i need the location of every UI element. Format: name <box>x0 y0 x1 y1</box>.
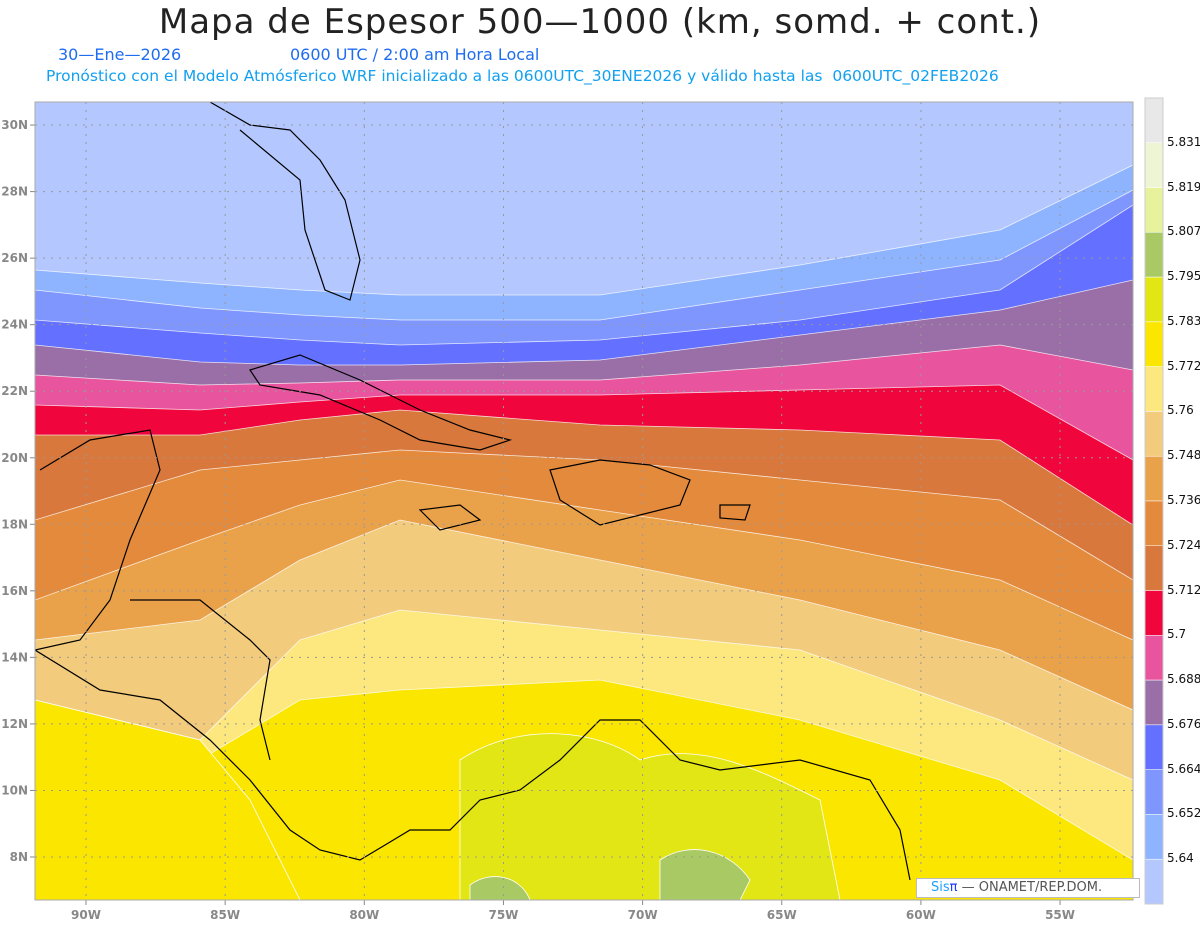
colorbar-label: 5.772 <box>1167 358 1200 373</box>
lon-label: 65W <box>767 908 797 922</box>
lon-label: 75W <box>488 908 518 922</box>
coastline <box>549 459 691 526</box>
lat-label: 22N <box>1 384 28 398</box>
coastline <box>209 102 361 301</box>
coastline <box>249 354 513 451</box>
lon-label: 90W <box>71 908 101 922</box>
map-title: Mapa de Espesor 500—1000 (km, somd. + co… <box>158 2 1042 42</box>
thickness-patch <box>659 849 751 900</box>
colorbar-swatch <box>1144 366 1164 412</box>
lat-label: 16N <box>1 584 28 598</box>
map-frame <box>34 101 1134 901</box>
colorbar-swatch <box>1144 142 1164 188</box>
colorbar-swatch <box>1144 769 1164 815</box>
pi-logo: π <box>949 880 958 895</box>
forecast-date: 30—Ene—2026 <box>58 45 182 64</box>
lon-label: 85W <box>210 908 240 922</box>
colorbar-swatch <box>1144 455 1164 502</box>
colorbar-label: 5.712 <box>1167 582 1200 597</box>
colorbar-swatch <box>1144 858 1164 905</box>
colorbar-swatch <box>1144 276 1164 323</box>
colorbar-label: 5.7 <box>1167 627 1187 642</box>
colorbar-swatch <box>1144 232 1164 278</box>
colorbar-label: 5.676 <box>1167 716 1200 731</box>
credit-text: — ONAMET/REP.DOM. <box>957 880 1103 895</box>
colorbar-frame <box>1144 97 1164 905</box>
colorbar-swatch <box>1144 97 1164 144</box>
colorbar-label: 5.724 <box>1167 537 1200 552</box>
colorbar-label: 5.783 <box>1167 313 1200 328</box>
lat-label: 26N <box>1 251 28 265</box>
thickness-patch <box>35 699 301 900</box>
colorbar-swatch <box>1144 321 1164 367</box>
model-info: Pronóstico con el Modelo Atmósferico WRF… <box>46 67 999 85</box>
lat-label: 14N <box>1 650 28 664</box>
colorbar-swatch <box>1144 590 1164 636</box>
colorbar-swatch <box>1144 814 1164 860</box>
lat-label: 20N <box>1 451 28 465</box>
colorbar-label: 5.736 <box>1167 493 1200 507</box>
colorbar-label: 5.748 <box>1167 448 1200 463</box>
colorbar-label: 5.76 <box>1167 403 1194 418</box>
colorbar-swatch <box>1144 500 1164 547</box>
lon-label: 55W <box>1045 908 1075 922</box>
coastline <box>35 649 911 881</box>
colorbar-label: 5.688 <box>1167 672 1200 687</box>
coastline <box>35 429 161 651</box>
colorbar-swatch <box>1144 411 1164 457</box>
lon-label: 60W <box>906 908 936 922</box>
colorbar-swatch <box>1144 545 1164 591</box>
colorbar-label: 5.664 <box>1167 761 1200 776</box>
colorbar-label: 5.652 <box>1167 806 1200 821</box>
contour-layer <box>35 102 1133 900</box>
lat-label: 8N <box>10 850 28 864</box>
lat-label: 28N <box>1 185 28 199</box>
lat-label: 10N <box>1 783 28 797</box>
colorbar-label: 5.831 <box>1167 134 1200 149</box>
coastline <box>719 504 751 521</box>
lat-label: 30N <box>1 118 28 132</box>
lat-label: 24N <box>1 318 28 332</box>
lat-label: 18N <box>1 517 28 531</box>
colorbar-label: 5.64 <box>1167 851 1194 866</box>
colorbar-swatch <box>1144 724 1164 770</box>
coastline <box>130 599 271 761</box>
colorbar-label: 5.807 <box>1167 224 1200 239</box>
lon-label: 80W <box>349 908 379 922</box>
lat-label: 12N <box>1 717 28 731</box>
colorbar-swatch <box>1144 187 1164 233</box>
coastline <box>418 504 482 531</box>
colorbar-label: 5.795 <box>1167 269 1200 284</box>
lon-label: 70W <box>628 908 658 922</box>
colorbar-swatch <box>1144 635 1164 681</box>
colorbar-swatch <box>1144 679 1164 726</box>
sis-logo-text: Sis <box>931 880 950 895</box>
thickness-patch <box>459 733 841 900</box>
colorbar-label: 5.819 <box>1167 179 1200 194</box>
forecast-time: 0600 UTC / 2:00 am Hora Local <box>290 45 540 64</box>
credit-box: Sisπ — ONAMET/REP.DOM. <box>916 878 1140 898</box>
